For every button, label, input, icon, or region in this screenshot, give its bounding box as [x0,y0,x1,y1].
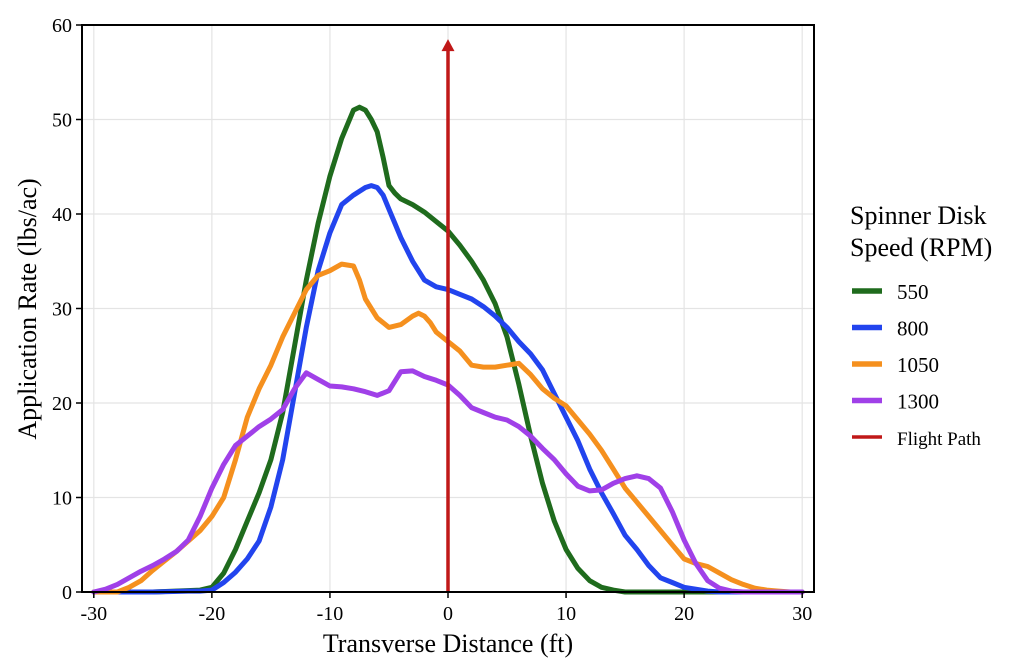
legend-label-flight-path: Flight Path [897,429,981,450]
x-axis-title: Transverse Distance (ft) [323,629,573,658]
legend-label-550: 550 [897,280,929,304]
series-line-550 [91,104,805,595]
legend-label-1300: 1300 [897,390,939,414]
y-tick-label: 60 [52,15,72,37]
y-tick-label: 20 [52,393,72,415]
x-tick-label: 20 [674,603,694,625]
x-tick-label: 0 [443,603,453,625]
y-tick-label: 0 [62,582,72,604]
axis-ticks: -30 -20 -10 0 10 20 30 0 10 20 30 40 50 60 [52,15,812,625]
legend: Spinner Disk Speed (RPM) 550 800 1050 1300 F… [850,201,992,450]
y-axis-title: Application Rate (lbs/ac) [13,178,42,439]
x-tick-label: -10 [317,603,344,625]
y-tick-label: 10 [52,488,72,510]
legend-items: 550 800 1050 1300 Flight Path [852,280,981,450]
series-line-800 [91,183,805,595]
series-layer [91,104,805,595]
x-tick-label: -30 [80,603,107,625]
flight-path-arrowhead [441,39,455,52]
annotation-layer [441,39,455,592]
y-tick-label: 50 [52,110,72,132]
legend-label-800: 800 [897,317,929,341]
series-line-1050 [91,261,805,595]
x-tick-label: -20 [199,603,226,625]
legend-label-1050: 1050 [897,353,939,377]
x-tick-label: 30 [792,603,812,625]
legend-title-line-2: Speed (RPM) [850,233,992,262]
y-tick-label: 30 [52,299,72,321]
x-tick-label: 10 [556,603,576,625]
legend-title-line-1: Spinner Disk [850,201,987,230]
series-line-1300 [91,368,805,595]
y-tick-label: 40 [52,204,72,226]
